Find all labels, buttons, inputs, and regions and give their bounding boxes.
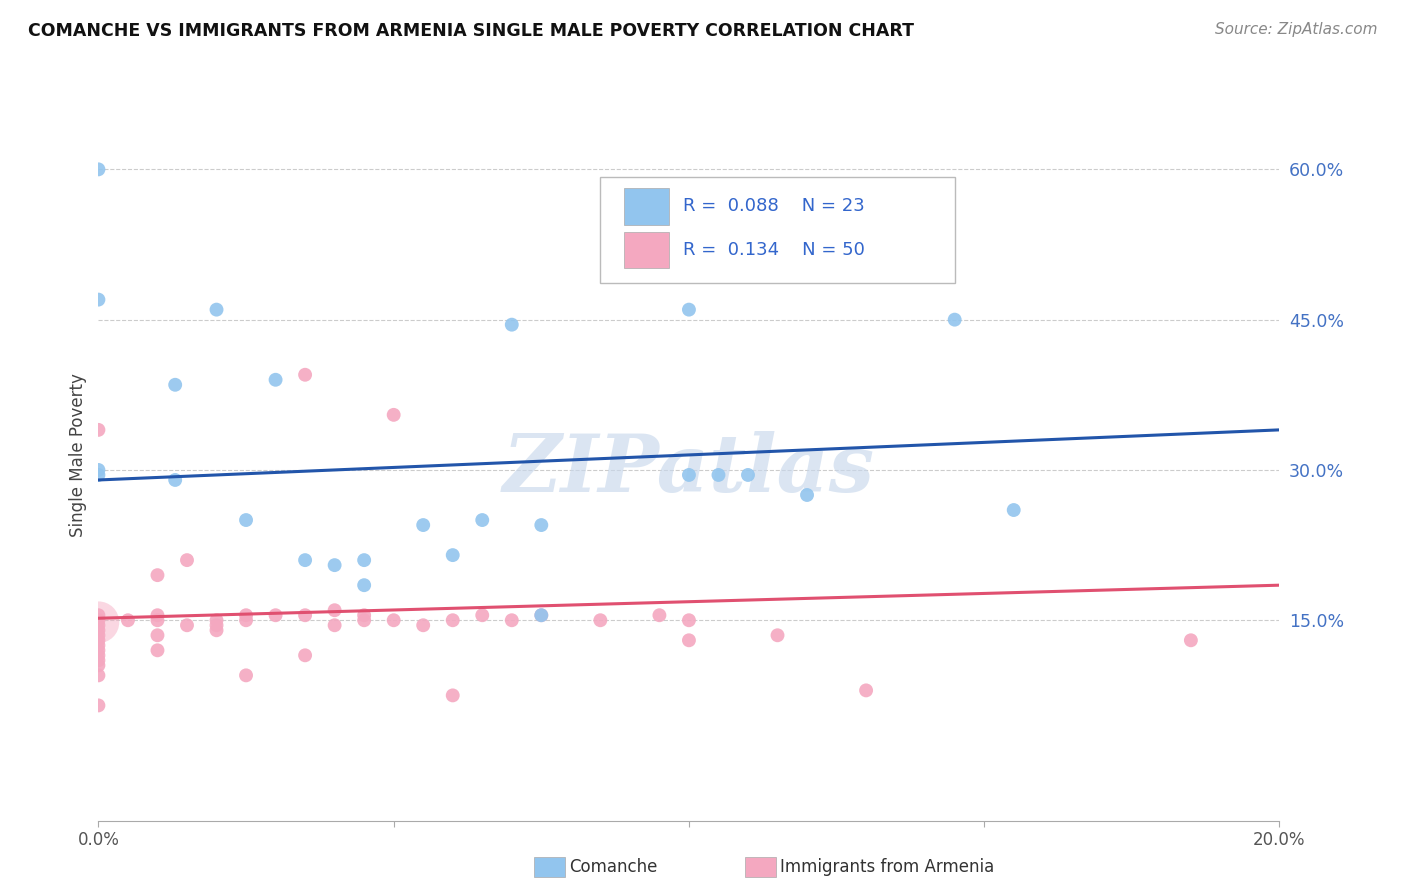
Point [205,302,228,317]
Point [235,513,257,527]
Point [471,513,494,527]
Point [87,643,110,657]
Point [87,615,110,630]
Point [353,578,375,592]
Point [323,603,346,617]
Point [353,613,375,627]
Point [235,613,257,627]
Point [87,698,110,713]
Point [87,608,110,623]
Point [87,423,110,437]
Text: Immigrants from Armenia: Immigrants from Armenia [780,858,994,876]
Point [589,613,612,627]
Point [737,467,759,482]
Point [441,689,464,703]
Point [165,473,187,487]
Point [87,463,110,477]
Point [264,608,287,623]
Point [87,624,110,638]
Point [294,368,316,382]
Point [678,467,700,482]
Bar [624,188,669,225]
Point [530,518,553,533]
Point [796,488,818,502]
Point [117,613,139,627]
Point [87,648,110,663]
Point [87,293,110,307]
Point [1180,633,1202,648]
Point [323,618,346,632]
Point [501,318,523,332]
Point [235,608,257,623]
Point [146,568,169,582]
Point [87,633,110,648]
Point [146,643,169,657]
Point [382,613,405,627]
Point [412,618,434,632]
Point [294,608,316,623]
Text: Source: ZipAtlas.com: Source: ZipAtlas.com [1215,22,1378,37]
Point [205,624,228,638]
Text: Comanche: Comanche [569,858,658,876]
Point [441,548,464,562]
Point [619,262,641,277]
Point [530,608,553,623]
Point [146,628,169,642]
Point [87,628,110,642]
Point [707,467,730,482]
Text: R =  0.134    N = 50: R = 0.134 N = 50 [683,241,865,259]
Point [1002,503,1025,517]
Point [678,302,700,317]
Point [146,613,169,627]
Point [855,683,877,698]
Point [165,377,187,392]
Point [294,553,316,567]
Point [943,312,966,326]
Point [294,648,316,663]
Bar [624,232,669,268]
Point [412,518,434,533]
Point [264,373,287,387]
Point [87,653,110,667]
Point [235,668,257,682]
Point [87,638,110,652]
Point [87,162,110,177]
Point [176,553,198,567]
Point [678,633,700,648]
FancyBboxPatch shape [600,177,955,283]
Point [87,618,110,632]
Point [766,628,789,642]
Point [87,668,110,682]
Point [382,408,405,422]
Text: ZIPatlas: ZIPatlas [503,431,875,508]
Point [353,553,375,567]
Point [87,467,110,482]
Text: COMANCHE VS IMMIGRANTS FROM ARMENIA SINGLE MALE POVERTY CORRELATION CHART: COMANCHE VS IMMIGRANTS FROM ARMENIA SING… [28,22,914,40]
Point [205,613,228,627]
Point [205,618,228,632]
Point [648,608,671,623]
Point [678,613,700,627]
Point [323,558,346,573]
Point [176,618,198,632]
Point [87,658,110,673]
Point [530,608,553,623]
Point [87,613,110,627]
Point [471,608,494,623]
Y-axis label: Single Male Poverty: Single Male Poverty [69,373,87,537]
Text: R =  0.088    N = 23: R = 0.088 N = 23 [683,197,865,215]
Point [353,608,375,623]
Point [441,613,464,627]
Point [501,613,523,627]
Point [146,608,169,623]
